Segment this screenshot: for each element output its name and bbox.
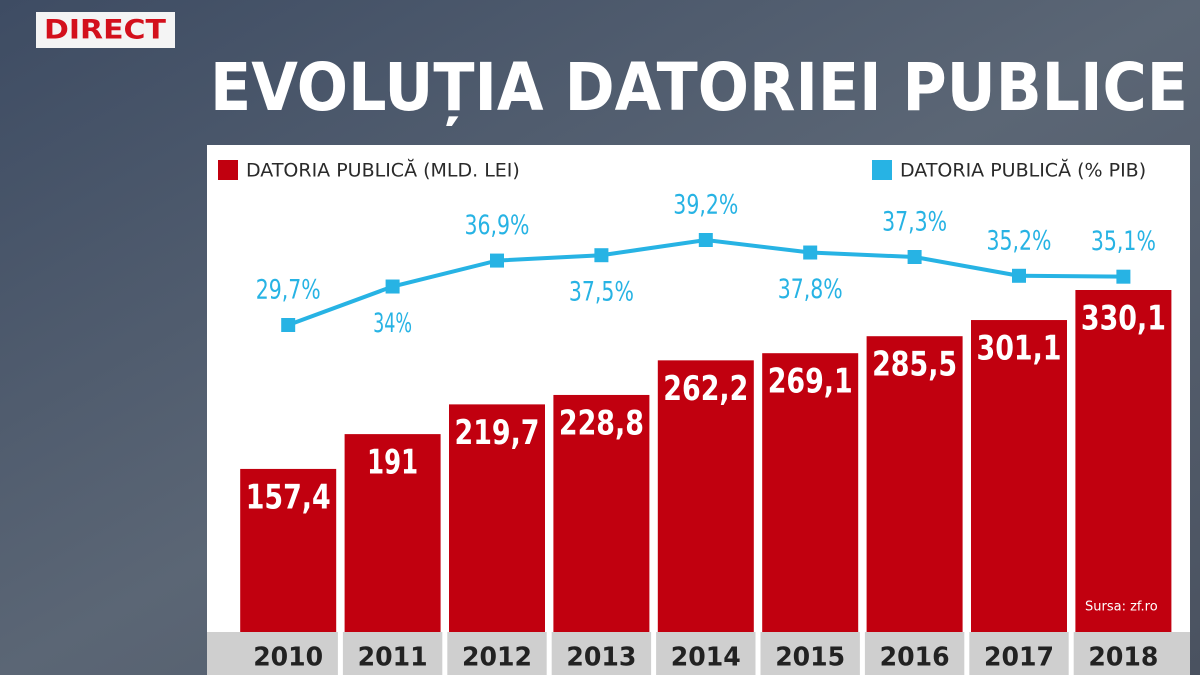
line-marker [1116, 269, 1131, 284]
line-marker [281, 318, 296, 332]
line-marker [907, 250, 922, 264]
x-tick-label: 2018 [1088, 643, 1158, 673]
x-tick-label: 2011 [358, 643, 428, 673]
bar-value-label: 285,5 [872, 345, 957, 385]
x-tick-label: 2010 [253, 643, 323, 673]
bar-value-label: 301,1 [977, 329, 1062, 369]
x-tick-label: 2017 [984, 643, 1054, 673]
line-value-label: 36,9% [465, 210, 530, 241]
badge-box [36, 12, 175, 48]
bar [762, 353, 859, 632]
source: Sursa: zf.ro [1085, 600, 1158, 615]
line-value-label: 37,3% [882, 207, 947, 238]
line-value-label: 37,8% [778, 274, 843, 305]
line-value-label: 35,2% [987, 225, 1052, 256]
line-value-label: 29,7% [256, 275, 321, 306]
bar [449, 404, 545, 632]
bar-value-label: 269,1 [768, 362, 853, 402]
legend-swatch [872, 160, 892, 180]
bar [1075, 290, 1172, 632]
line-marker [594, 248, 609, 263]
bar-value-label: 228,8 [559, 403, 644, 443]
bar-value-label: 157,4 [246, 477, 331, 517]
line-marker [1012, 268, 1026, 283]
bar [971, 320, 1067, 632]
legend-label: DATORIA PUBLICĂ (% PIB) [900, 158, 1146, 182]
line-value-label: 35,1% [1091, 226, 1156, 257]
x-tick-label: 2013 [566, 643, 636, 673]
bar [344, 434, 441, 632]
line-value-label: 37,5% [569, 277, 634, 308]
legend-swatch [218, 160, 238, 180]
bar [553, 394, 650, 632]
line-marker [698, 233, 713, 247]
bar [240, 468, 337, 632]
line-value-label: 34% [373, 308, 412, 339]
line-value-label: 39,2% [673, 190, 738, 221]
x-tick-label: 2016 [880, 643, 950, 673]
bar-value-label: 262,2 [663, 369, 748, 409]
badge: DIRECT [44, 15, 167, 46]
line-marker [385, 279, 400, 294]
legend-label: DATORIA PUBLICĂ (MLD. LEI) [246, 158, 520, 182]
x-tick-label: 2015 [775, 643, 845, 673]
line-marker [490, 253, 504, 268]
bar-value-label: 330,1 [1081, 299, 1166, 339]
bar [866, 336, 963, 632]
category-strip [207, 632, 1190, 675]
bar-value-label: 219,7 [455, 413, 540, 453]
bar-value-label: 191 [367, 443, 418, 483]
x-tick-label: 2014 [671, 643, 741, 673]
x-tick-label: 2012 [462, 643, 532, 673]
bar [657, 360, 754, 632]
line-marker [803, 245, 818, 260]
chart-title: EVOLUȚIA DATORIEI PUBLICE [210, 49, 1188, 126]
